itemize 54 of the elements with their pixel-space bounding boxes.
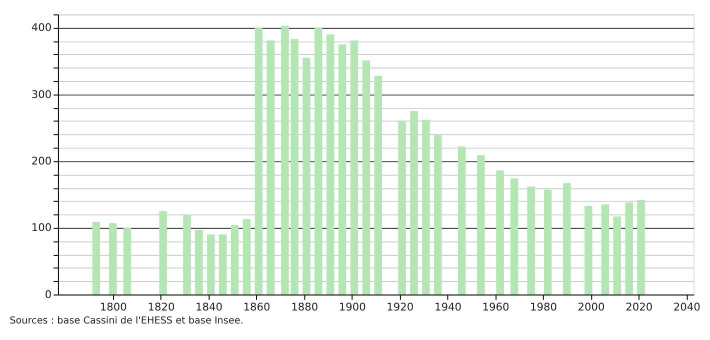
bar: [302, 58, 310, 295]
bar: [183, 215, 191, 295]
y-tick-label: 400: [31, 21, 52, 34]
x-tick-label: 2000: [578, 300, 606, 314]
x-tick-label: 1920: [386, 300, 414, 314]
y-tick-label: 300: [31, 88, 52, 101]
bar: [637, 200, 645, 295]
bar: [458, 146, 466, 295]
x-tick-label: 2040: [673, 300, 701, 314]
x-tick-label: 1960: [482, 300, 510, 314]
bar: [314, 28, 322, 295]
x-tick-label: 1900: [338, 300, 366, 314]
bar: [584, 206, 592, 295]
bar: [218, 234, 227, 295]
bar: [362, 60, 370, 295]
bar: [434, 135, 442, 295]
bar: [350, 40, 358, 295]
x-tick-label: 1940: [434, 300, 462, 314]
x-tick-label: 1840: [195, 300, 223, 314]
bar: [242, 219, 251, 295]
bar: [92, 222, 100, 295]
bar: [410, 111, 418, 295]
y-tick-label: 200: [31, 154, 52, 168]
x-tick-label: 1880: [291, 300, 318, 314]
bar: [527, 186, 535, 295]
bar: [601, 204, 610, 295]
bar: [159, 211, 167, 295]
x-tick-label: 1800: [100, 300, 128, 314]
bar: [207, 234, 215, 295]
y-tick-label: 100: [31, 221, 52, 234]
x-tick-label: 1980: [530, 300, 558, 314]
bar: [625, 202, 633, 295]
bar: [266, 40, 274, 295]
bar: [326, 34, 334, 295]
bar: [374, 76, 382, 295]
bar: [109, 223, 117, 295]
bar: [195, 230, 203, 295]
x-tick-label: 1820: [148, 300, 175, 314]
bar: [563, 183, 571, 295]
bar: [254, 28, 263, 295]
y-tick-label: 0: [44, 288, 52, 301]
x-tick-label: 2020: [626, 300, 653, 314]
source-note: Sources : base Cassini de l'EHESS et base Insee.: [10, 316, 244, 327]
bar: [544, 190, 552, 295]
bar: [510, 178, 518, 295]
bar: [613, 216, 621, 295]
bar: [123, 228, 132, 295]
x-tick-label: 1860: [243, 300, 271, 314]
bar: [338, 44, 346, 295]
bar: [230, 225, 239, 295]
bar: [496, 170, 504, 295]
bar: [422, 120, 430, 295]
bar: [398, 120, 406, 295]
bar: [477, 155, 485, 295]
